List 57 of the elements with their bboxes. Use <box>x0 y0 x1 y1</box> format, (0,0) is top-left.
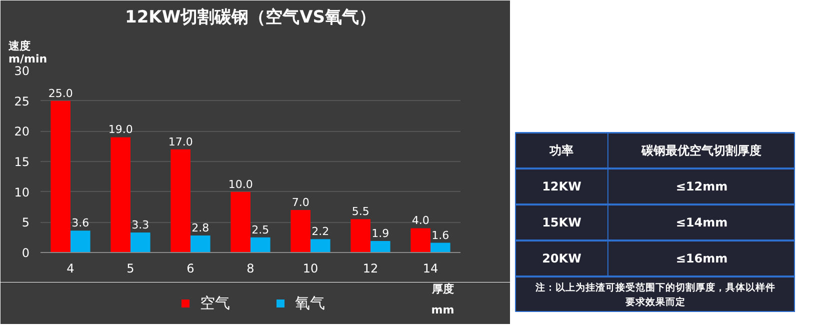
data-label: 19.0 <box>108 123 133 136</box>
bar <box>430 242 450 252</box>
y-tick-label: 30 <box>14 64 30 78</box>
y-tick-label: 25 <box>14 94 30 108</box>
data-label: 7.0 <box>292 196 310 210</box>
text: 碳钢最优空气切割厚度 <box>640 144 762 158</box>
bar <box>230 192 250 252</box>
bar <box>350 219 370 252</box>
data-label: 4.0 <box>412 214 430 228</box>
bar <box>250 237 270 252</box>
data-label: 25.0 <box>48 86 73 100</box>
chart-title: 12KW切割碳钢（空气VS氧气） <box>125 8 376 28</box>
y-axis-title: 速度 m/min <box>8 40 48 66</box>
x-tick-label: 10 <box>302 262 318 276</box>
bar <box>310 239 330 252</box>
x-tick-label: 8 <box>246 262 254 276</box>
text: 要求效果而定 <box>624 296 686 308</box>
text: 12KW <box>542 180 582 194</box>
x-tick-label: 5 <box>126 262 134 276</box>
bar <box>290 210 310 252</box>
x-tick-label: 12 <box>362 262 378 276</box>
bar <box>410 228 430 252</box>
y-tick-label: 0 <box>22 246 30 260</box>
bar <box>190 236 210 252</box>
y-tick-label: 5 <box>22 216 30 230</box>
y-tick-label: 15 <box>14 155 30 169</box>
bar <box>170 149 190 252</box>
text: ≤14mm <box>676 216 728 230</box>
y-tick-label: 20 <box>14 124 30 139</box>
data-label: 1.9 <box>372 226 390 240</box>
bar <box>110 137 130 252</box>
data-label: 10.0 <box>228 178 253 191</box>
text: 功率 <box>548 144 574 158</box>
text: 15KW <box>542 216 582 230</box>
x-axis-title: 厚度 mm <box>431 282 454 316</box>
text: ≤16mm <box>676 252 728 266</box>
x-tick-label: 14 <box>422 262 438 276</box>
text: 20KW <box>542 252 582 266</box>
x-tick-label: 4 <box>66 262 74 276</box>
x-tick-label: 6 <box>186 262 194 276</box>
data-label: 5.5 <box>352 205 370 218</box>
y-tick-label: 10 <box>14 185 30 200</box>
data-label: 17.0 <box>168 135 193 148</box>
bar <box>130 232 150 252</box>
data-label: 3.6 <box>72 216 90 230</box>
bar <box>50 100 70 252</box>
bar <box>370 240 390 252</box>
bar <box>70 230 90 252</box>
text: 注：以上为挂渣可接受范围下的切割厚度，具体以样件 <box>534 282 776 294</box>
data-label: 2.5 <box>252 223 270 236</box>
data-label: 2.8 <box>192 222 210 235</box>
text: ≤12mm <box>676 180 728 194</box>
legend-label: 空气 <box>200 294 230 312</box>
legend-label: 氧气 <box>295 294 325 312</box>
data-label: 1.6 <box>432 228 450 242</box>
data-label: 2.2 <box>312 225 330 238</box>
data-label: 3.3 <box>132 218 150 232</box>
